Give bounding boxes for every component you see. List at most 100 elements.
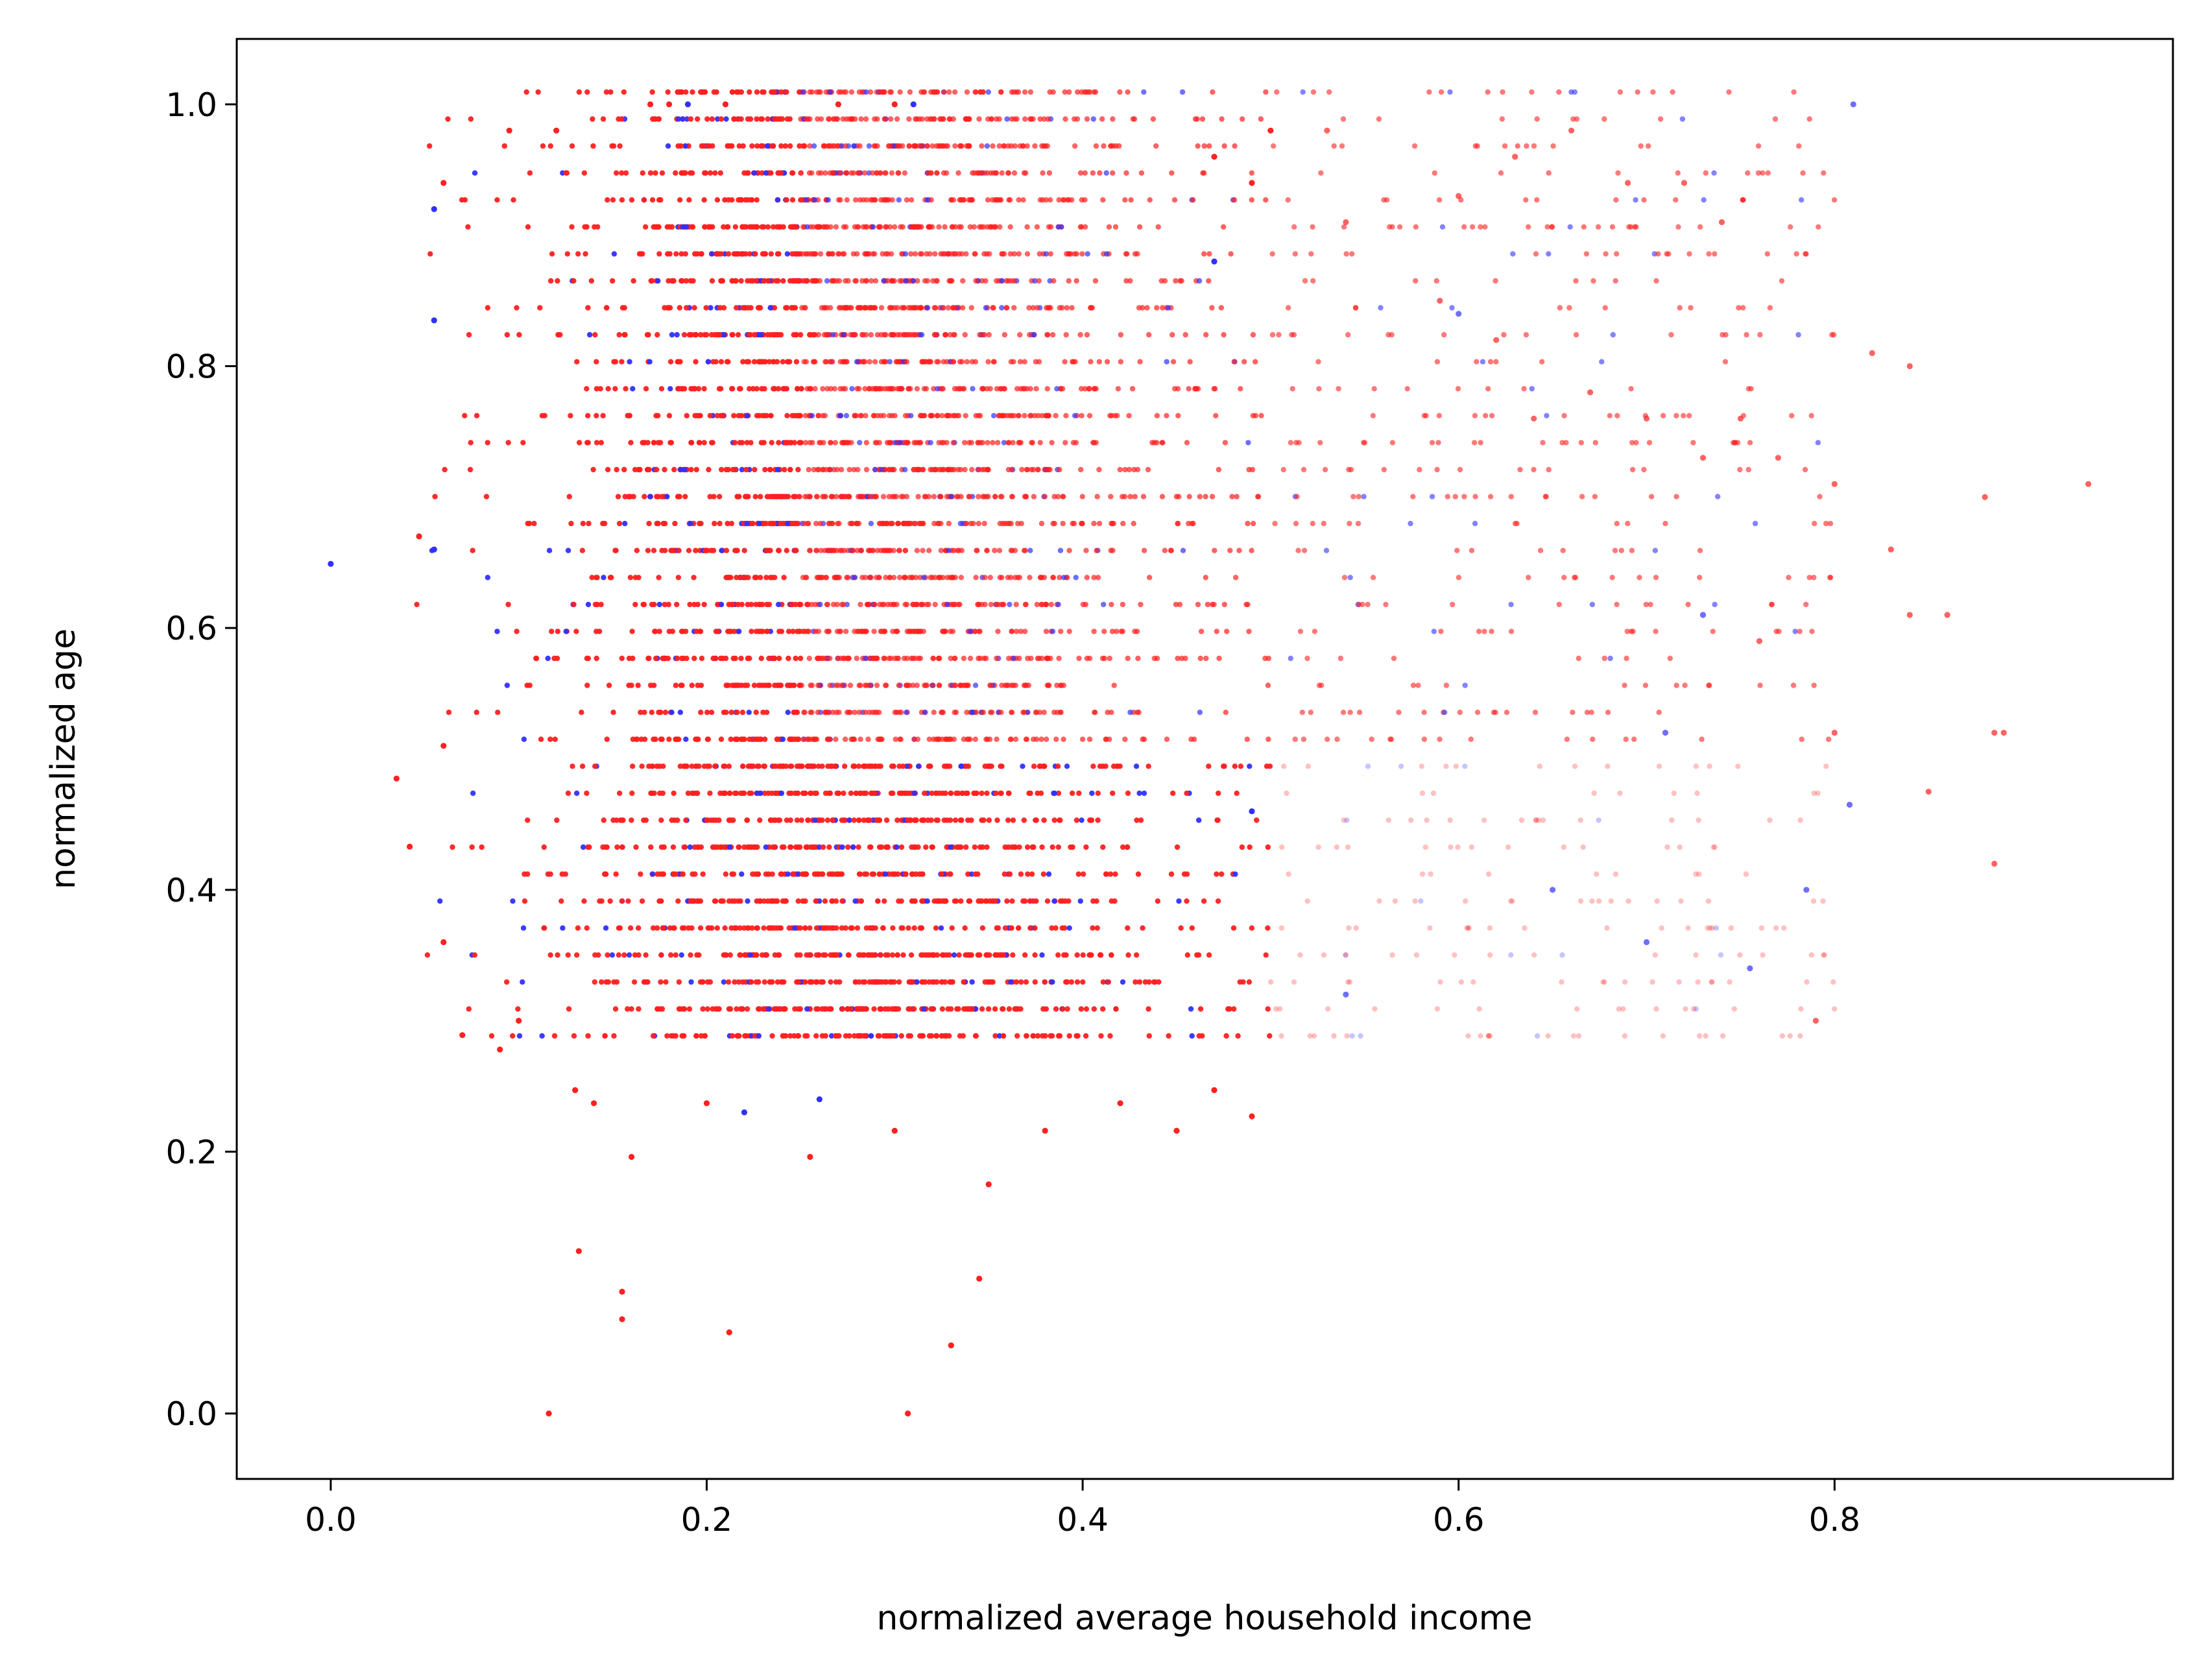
scatter-point <box>818 116 824 122</box>
scatter-point <box>505 601 511 608</box>
scatter-point <box>465 224 471 230</box>
scatter-point <box>870 224 876 230</box>
scatter-point <box>896 197 902 203</box>
scatter-point <box>701 197 707 203</box>
scatter-point <box>1169 170 1175 176</box>
scatter-point <box>1249 170 1255 176</box>
scatter-point <box>795 871 802 877</box>
scatter-point <box>744 413 750 418</box>
scatter-point <box>1429 494 1435 499</box>
scatter-point <box>1239 844 1245 850</box>
scatter-point <box>1136 224 1143 230</box>
scatter-point <box>1096 466 1102 473</box>
scatter-point <box>828 494 835 499</box>
scatter-point <box>658 898 664 904</box>
scatter-point <box>1063 331 1069 338</box>
scatter-point <box>1018 520 1025 527</box>
scatter-point <box>863 710 869 715</box>
scatter-point <box>1531 952 1537 958</box>
scatter-point <box>1421 736 1428 742</box>
scatter-point <box>666 413 673 418</box>
scatter-point <box>778 790 785 797</box>
scatter-point <box>883 952 889 958</box>
scatter-point <box>1265 1006 1271 1012</box>
scatter-point <box>1013 629 1020 634</box>
scatter-point <box>1100 979 1107 985</box>
scatter-point <box>844 655 850 662</box>
scatter-point <box>693 359 699 365</box>
scatter-point <box>1046 871 1052 877</box>
scatter-point <box>894 116 900 122</box>
scatter-point <box>1215 898 1221 904</box>
scatter-point <box>1711 170 1717 176</box>
scatter-point <box>1657 116 1664 122</box>
scatter-point <box>1517 466 1523 473</box>
scatter-point <box>1653 278 1659 284</box>
scatter-point <box>1079 413 1085 418</box>
scatter-point <box>1090 170 1096 176</box>
scatter-point <box>686 547 692 553</box>
scatter-point <box>522 871 527 877</box>
scatter-point <box>990 143 996 149</box>
scatter-point <box>688 898 694 904</box>
scatter-point <box>1201 251 1207 257</box>
scatter-point <box>1049 440 1055 446</box>
scatter-point <box>1487 494 1494 499</box>
scatter-point <box>1156 979 1162 985</box>
scatter-point <box>654 1006 660 1012</box>
scatter-point <box>1452 494 1458 499</box>
scatter-point <box>951 413 957 418</box>
scatter-point <box>1027 89 1034 95</box>
scatter-point <box>763 710 770 715</box>
scatter-point <box>678 466 684 473</box>
scatter-point <box>1201 898 1207 904</box>
scatter-point <box>1203 575 1209 581</box>
scatter-point <box>778 143 784 149</box>
scatter-point <box>1055 1033 1062 1039</box>
scatter-point <box>1254 817 1260 823</box>
scatter-point <box>547 952 553 958</box>
scatter-point <box>1487 1033 1493 1039</box>
scatter-point <box>1029 871 1035 877</box>
scatter-point <box>634 736 640 742</box>
scatter-point <box>784 89 789 95</box>
scatter-point <box>645 547 651 553</box>
scatter-point <box>1085 251 1090 257</box>
scatter-point <box>977 629 983 634</box>
scatter-point <box>1389 952 1395 958</box>
scatter-point <box>1629 440 1635 446</box>
scatter-point <box>857 736 863 742</box>
scatter-point <box>866 386 872 392</box>
scatter-point <box>590 116 595 122</box>
scatter-point <box>787 143 793 149</box>
scatter-point <box>1745 466 1751 473</box>
scatter-point <box>962 682 968 688</box>
scatter-point <box>977 655 983 662</box>
scatter-point <box>1027 898 1033 904</box>
scatter-point <box>1560 547 1566 553</box>
scatter-point <box>677 305 683 311</box>
scatter-point <box>593 655 599 662</box>
scatter-point <box>961 386 967 392</box>
scatter-point <box>1469 844 1474 850</box>
scatter-point <box>1563 440 1569 446</box>
scatter-point <box>1434 359 1441 365</box>
scatter-point <box>1341 575 1348 581</box>
scatter-point <box>1249 547 1254 553</box>
scatter-point <box>952 305 958 311</box>
scatter-point <box>707 413 713 418</box>
scatter-point <box>1022 952 1028 958</box>
scatter-point <box>445 116 451 122</box>
scatter-point <box>729 89 736 95</box>
scatter-point <box>1066 547 1072 553</box>
scatter-point <box>966 440 972 446</box>
scatter-point <box>1082 386 1088 392</box>
scatter-point <box>1773 925 1779 931</box>
scatter-point <box>815 413 822 418</box>
scatter-point <box>954 1006 960 1012</box>
scatter-point <box>874 170 880 176</box>
scatter-point <box>884 844 891 850</box>
scatter-point <box>488 1033 495 1039</box>
scatter-point <box>1485 1033 1492 1039</box>
scatter-point <box>1622 682 1627 688</box>
